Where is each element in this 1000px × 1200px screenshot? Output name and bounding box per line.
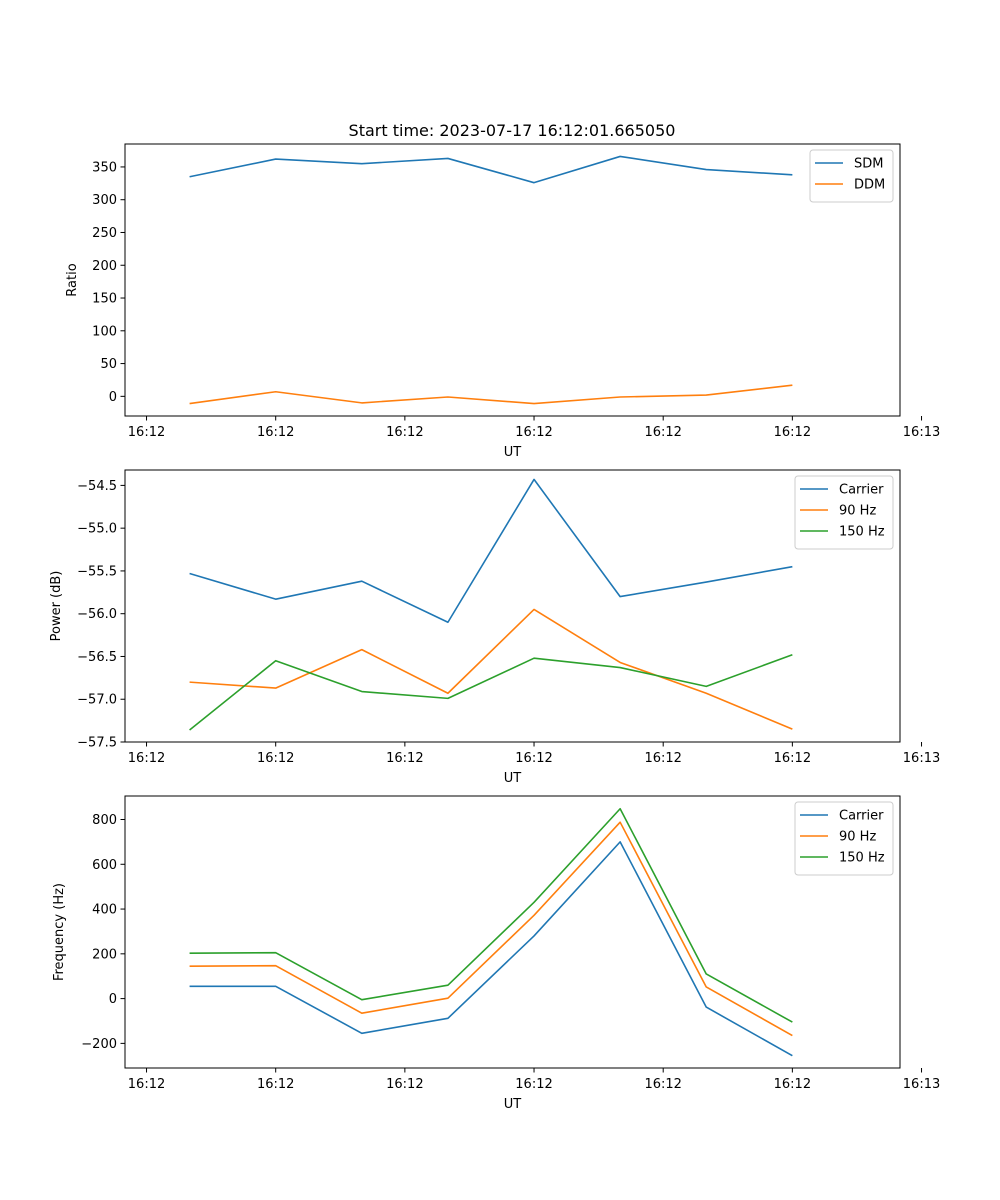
x-tick-label: 16:12 [257, 751, 294, 766]
legend-label: 150 Hz [839, 525, 885, 540]
legend-label: SDM [854, 157, 883, 172]
y-tick-label: 50 [100, 357, 117, 372]
y-tick-label: −57.0 [77, 693, 117, 708]
x-tick-label: 16:12 [774, 425, 811, 440]
x-tick-label: 16:12 [257, 1077, 294, 1092]
series-line-sdm [189, 155, 793, 184]
y-axis-label: Frequency (Hz) [52, 883, 67, 981]
x-tick-label: 16:13 [903, 425, 940, 440]
series-line-150-hz [189, 653, 793, 731]
y-tick-label: 800 [92, 813, 117, 828]
y-tick-label: 0 [109, 390, 117, 405]
legend-label: Carrier [839, 483, 884, 498]
chart-panel-3: 16:12 16:12 16:12 16:12 16:12 16:12 16:13 UT −20… [52, 795, 940, 1112]
y-tick-label: −54.5 [77, 479, 117, 494]
x-tick-label: 16:12 [774, 751, 811, 766]
figure-title: Start time: 2023-07-17 16:12:01.665050 [349, 121, 676, 140]
y-tick-label: −56.5 [77, 650, 117, 665]
x-tick-label: 16:12 [515, 751, 552, 766]
chart-panel-2: 16:12 16:12 16:12 16:12 16:12 16:12 16:13 UT −57… [49, 469, 940, 786]
axes-frame [124, 143, 901, 417]
y-tick-label: 300 [92, 193, 117, 208]
x-tick-label: 16:13 [903, 1077, 940, 1092]
x-tick-label: 16:12 [128, 1077, 165, 1092]
legend-label: DDM [854, 178, 885, 193]
y-tick-label: 250 [92, 226, 117, 241]
x-axis-label: UT [504, 445, 522, 460]
legend: Carrier 90 Hz 150 Hz [794, 801, 894, 876]
x-tick-label: 16:12 [774, 1077, 811, 1092]
x-tick-label: 16:12 [128, 751, 165, 766]
x-tick-label: 16:12 [386, 425, 423, 440]
x-tick-label: 16:12 [644, 425, 681, 440]
y-tick-label: −57.5 [77, 736, 117, 751]
legend-label: 90 Hz [839, 830, 876, 845]
x-tick-label: 16:12 [386, 751, 423, 766]
y-tick-label: −55.0 [77, 522, 117, 537]
y-tick-label: 100 [92, 324, 117, 339]
x-tick-label: 16:12 [515, 425, 552, 440]
axes-frame [124, 795, 901, 1069]
y-tick-label: 200 [92, 947, 117, 962]
x-tick-label: 16:12 [128, 425, 165, 440]
series-line-carrier [189, 478, 793, 624]
legend: Carrier 90 Hz 150 Hz [794, 475, 894, 550]
y-tick-label: 0 [109, 992, 117, 1007]
legend: SDM DDM [809, 149, 894, 203]
series-line-90-hz [189, 821, 793, 1037]
series-line-ddm [189, 384, 793, 405]
series-line-carrier [189, 841, 793, 1057]
y-tick-label: 150 [92, 292, 117, 307]
x-axis-label: UT [504, 771, 522, 786]
legend-label: Carrier [839, 809, 884, 824]
legend-label: 90 Hz [839, 504, 876, 519]
x-tick-label: 16:12 [257, 425, 294, 440]
y-axis-label: Power (dB) [49, 571, 64, 642]
y-tick-label: 350 [92, 160, 117, 175]
y-tick-label: 200 [92, 259, 117, 274]
legend-label: 150 Hz [839, 851, 885, 866]
y-axis-label: Ratio [65, 263, 80, 296]
chart-panels: 16:12 16:12 16:12 16:12 16:12 16:12 16:13 UT 0 50… [49, 143, 940, 1112]
y-tick-label: −55.5 [77, 564, 117, 579]
y-tick-label: 600 [92, 858, 117, 873]
x-tick-label: 16:12 [644, 1077, 681, 1092]
x-axis-label: UT [504, 1097, 522, 1112]
series-line-150-hz [189, 807, 793, 1023]
axes-frame [124, 469, 901, 743]
x-tick-label: 16:12 [644, 751, 681, 766]
series-line-90-hz [189, 608, 793, 730]
chart-panel-1: 16:12 16:12 16:12 16:12 16:12 16:12 16:13 UT 0 50… [65, 143, 940, 460]
x-tick-label: 16:13 [903, 751, 940, 766]
x-tick-label: 16:12 [386, 1077, 423, 1092]
y-tick-label: 400 [92, 903, 117, 918]
y-tick-label: −56.0 [77, 607, 117, 622]
y-tick-label: −200 [81, 1037, 117, 1052]
x-tick-label: 16:12 [515, 1077, 552, 1092]
